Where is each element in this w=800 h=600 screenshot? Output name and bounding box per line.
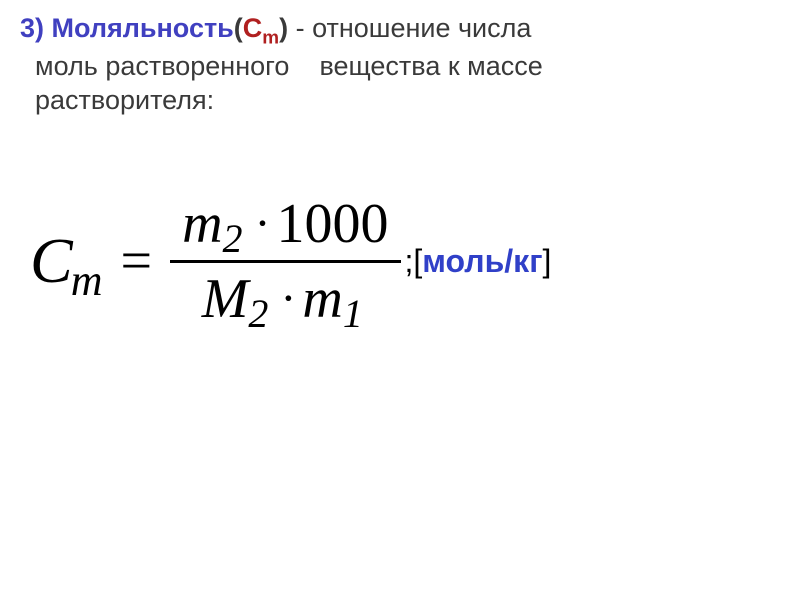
term-name: Моляльность — [52, 13, 234, 43]
definition-text: 3) Моляльность(Cm) - отношение числа мол… — [20, 12, 780, 118]
numerator: m2 · 1000 — [170, 188, 400, 260]
num-literal: 1000 — [277, 192, 389, 256]
den-dot: · — [280, 271, 296, 326]
num-dot: · — [255, 196, 271, 251]
formula-lhs: Cm — [30, 224, 102, 298]
item-number: 3) — [20, 13, 44, 43]
den-sub1: 2 — [248, 290, 268, 337]
den-sub2: 1 — [343, 290, 363, 337]
def-part2: моль растворенного — [35, 51, 289, 81]
unit-block: ;[моль/кг] — [405, 243, 552, 280]
slide-content: 3) Моляльность(Cm) - отношение числа мол… — [0, 0, 800, 347]
def-part3: вещества к массе — [319, 51, 542, 81]
equals-sign: = — [120, 229, 152, 293]
paren-close: ) — [279, 13, 288, 43]
symbol-c: C — [243, 13, 263, 43]
def-part4: растворителя: — [35, 85, 214, 115]
paren-open: ( — [234, 13, 243, 43]
lhs-var: C — [30, 224, 73, 298]
symbol-m-sub: m — [262, 27, 279, 48]
lhs-sub: m — [71, 255, 103, 306]
unit-semi: ; — [405, 243, 414, 280]
num-var: m — [182, 192, 222, 256]
unit-close: ] — [543, 243, 552, 280]
den-var2: m — [302, 267, 342, 331]
fraction: m2 · 1000 M 2 · m1 — [170, 188, 400, 335]
formula: Cm = m2 · 1000 M 2 · m1 ;[моль/кг] — [20, 188, 780, 335]
num-sub: 2 — [223, 215, 243, 262]
def-part1: отношение числа — [312, 13, 531, 43]
den-var1: M — [202, 267, 249, 331]
dash: - — [288, 13, 312, 43]
unit-open: [ — [413, 243, 422, 280]
unit-text: моль/кг — [422, 243, 542, 280]
denominator: M 2 · m1 — [190, 263, 381, 335]
